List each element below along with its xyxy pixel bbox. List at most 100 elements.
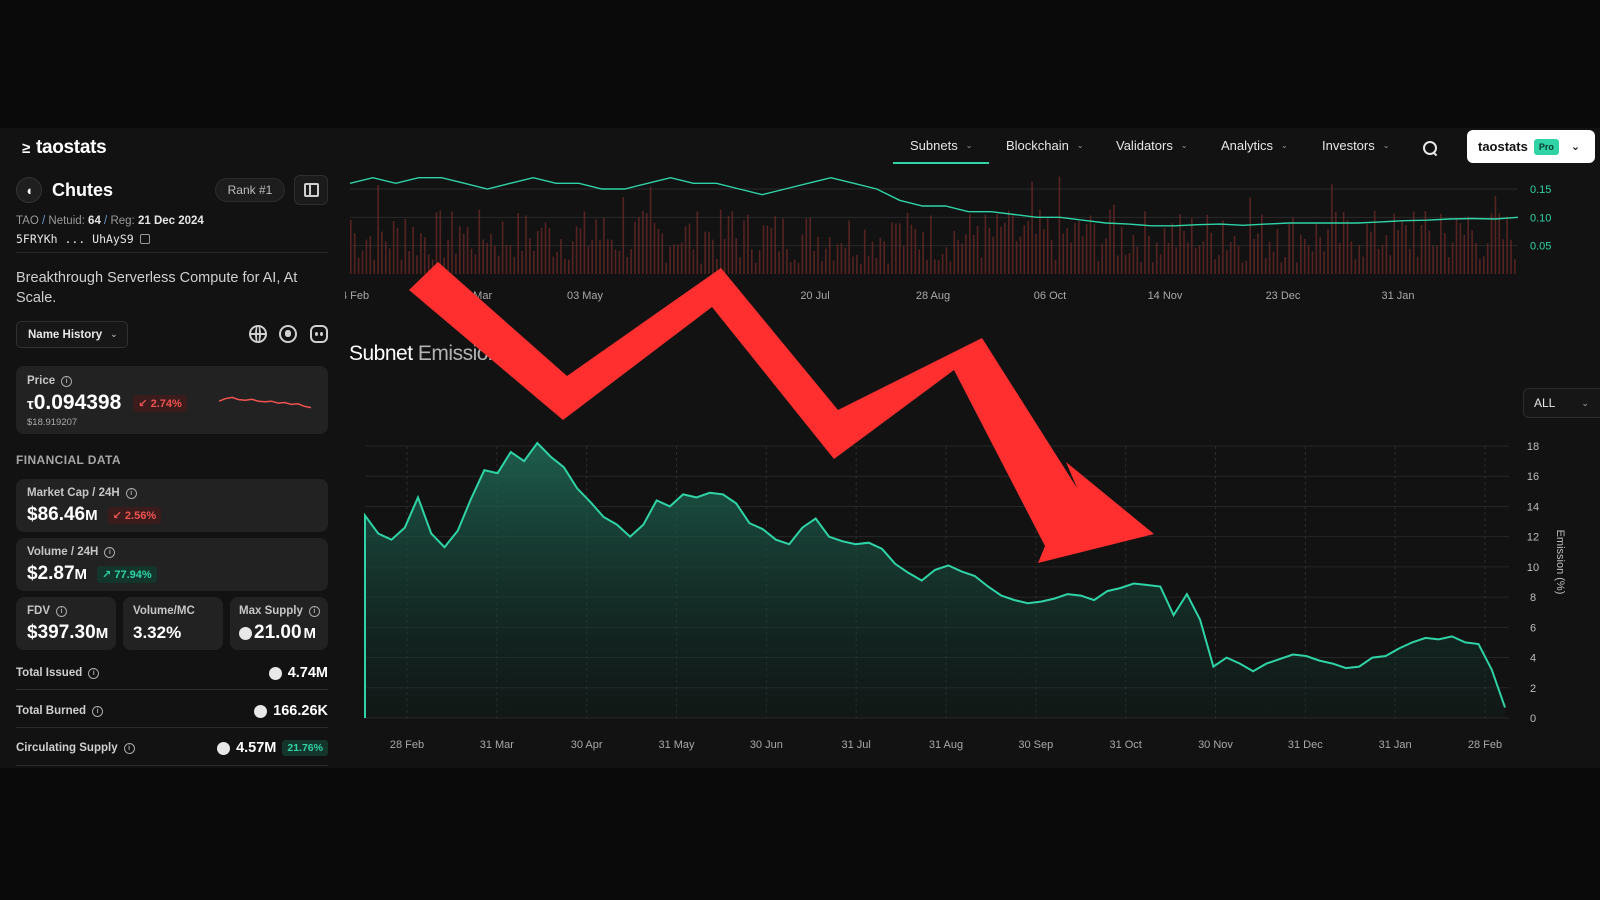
- volume-bar: [789, 261, 792, 274]
- panel-toggle-button[interactable]: [294, 175, 328, 205]
- emission-title: Subnet Emission: [349, 342, 500, 366]
- nav-analytics[interactable]: Analytics ⌄: [1221, 138, 1288, 153]
- volume-bar: [914, 228, 917, 274]
- volume-bar: [1202, 241, 1205, 274]
- info-icon[interactable]: i: [125, 487, 137, 499]
- volume-bar: [607, 239, 609, 274]
- volume-bar: [1004, 222, 1006, 274]
- volume-bar: [1101, 243, 1103, 274]
- volume-bar: [782, 218, 784, 274]
- discord-icon[interactable]: [310, 325, 328, 343]
- y-tick-label: 14: [1527, 501, 1539, 513]
- volume-bar: [1105, 238, 1107, 274]
- volume-bar: [961, 243, 963, 274]
- volume-bar: [1455, 218, 1458, 274]
- volume-bar: [899, 223, 901, 274]
- volume-bar: [447, 239, 449, 274]
- nav-validators[interactable]: Validators ⌄: [1116, 138, 1188, 153]
- y-tick-label: 18: [1527, 441, 1539, 453]
- total-burned-row: Total Burned i 166.26K: [16, 700, 328, 722]
- search-icon[interactable]: [1422, 140, 1438, 156]
- range-select[interactable]: ALL ⌄: [1523, 388, 1600, 418]
- volume-bar: [1043, 229, 1045, 274]
- subnet-name: Chutes: [52, 179, 114, 200]
- total-burned-value: 166.26K: [273, 703, 328, 719]
- volume-bar: [1409, 248, 1411, 274]
- market-cap-change: 2.56%: [124, 509, 157, 522]
- volume-bar: [404, 219, 407, 274]
- volume-bar: [1331, 184, 1333, 274]
- volume-bar: [579, 228, 582, 274]
- max-supply-label-row: Max Supply i: [239, 605, 320, 617]
- volume-bar: [1171, 223, 1174, 274]
- info-icon[interactable]: i: [61, 375, 73, 387]
- volume-bar: [716, 259, 718, 274]
- volume-bar: [1393, 213, 1395, 274]
- volume-bar: [1432, 245, 1434, 274]
- nav-blockchain[interactable]: Blockchain ⌄: [1006, 138, 1084, 153]
- volume-bar: [529, 238, 531, 274]
- info-icon[interactable]: i: [92, 705, 104, 717]
- name-history-dropdown[interactable]: Name History ⌄: [16, 321, 128, 348]
- emission-chart[interactable]: 18 16 14 12 10 8 6 4 2 0 28 Feb 31 Mar 30 Apr 31 May 3…: [345, 428, 1600, 768]
- emission-title-bold: Subnet: [349, 342, 413, 365]
- volume-bar: [420, 233, 422, 274]
- volume-bar: [1362, 256, 1364, 274]
- nav-investors[interactable]: Investors ⌄: [1322, 138, 1389, 153]
- volume-bar: [1451, 242, 1454, 274]
- network-name: TAO: [16, 215, 39, 227]
- copy-icon[interactable]: [139, 234, 150, 244]
- volume-bar: [809, 217, 811, 274]
- tao-coin-icon: [239, 626, 252, 640]
- github-icon[interactable]: [279, 325, 297, 343]
- volume-bar: [1046, 218, 1049, 274]
- volume-bar: [1296, 262, 1298, 274]
- volume-bar: [797, 262, 800, 274]
- volume-bar: [443, 257, 445, 274]
- account-menu-button[interactable]: taostats Pro ⌄: [1467, 130, 1595, 163]
- market-cap-unit: M: [85, 507, 98, 524]
- volume-bar: [1233, 236, 1236, 274]
- volume-bar: [891, 222, 893, 274]
- volume-bar: [902, 245, 905, 274]
- info-icon[interactable]: i: [56, 605, 67, 617]
- x-tick-label: 20 Jul: [800, 290, 829, 302]
- reg-label: Reg:: [110, 215, 135, 227]
- volume-bar: [1183, 231, 1185, 274]
- volume-bar: [1498, 213, 1501, 274]
- y-tick-label: 4: [1530, 653, 1536, 665]
- volume-bar: [587, 246, 590, 274]
- info-icon[interactable]: i: [104, 546, 116, 558]
- x-tick-label: 30 Jun: [750, 739, 783, 751]
- sidebar-toggle-icon: [303, 183, 319, 197]
- volume-bar: [969, 214, 971, 274]
- chevron-down-icon: ⌄: [110, 329, 118, 339]
- circulating-value-row: 4.57M 21.76%: [217, 740, 328, 756]
- taostats-logo[interactable]: ≥ taostats: [22, 137, 107, 159]
- volume-bar: [723, 238, 726, 274]
- volume-bar: [778, 251, 780, 274]
- volume-bar: [626, 256, 628, 274]
- info-icon[interactable]: i: [308, 605, 320, 617]
- globe-icon[interactable]: [249, 325, 267, 343]
- volume-mc-card: Volume/MC 3.32%: [123, 597, 223, 650]
- info-icon[interactable]: i: [123, 742, 135, 754]
- volume-bar: [517, 213, 519, 274]
- market-cap-value-row: $86.46M ↙ 2.56%: [27, 504, 162, 526]
- x-tick-label: 4 Feb: [345, 290, 369, 302]
- x-tick-label: 28 Aug: [916, 290, 950, 302]
- x-tick-label: 23 Dec: [1266, 290, 1301, 302]
- info-icon[interactable]: i: [88, 667, 100, 679]
- volume-bar: [988, 227, 991, 274]
- nav-subnets[interactable]: Subnets ⌄: [910, 138, 972, 153]
- subnet-description: Breakthrough Serverless Compute for AI, …: [16, 270, 298, 306]
- volume-bar: [992, 236, 994, 274]
- volume-number: $2.87: [27, 563, 75, 584]
- owner-hotkey[interactable]: 5FRYKh ... UhAyS9: [16, 232, 150, 246]
- volume-bar: [739, 257, 741, 274]
- price-volume-chart[interactable]: 0.15 0.10 0.05 4 Feb 31 Mar 03 May 20 Jul 28 Au…: [345, 172, 1595, 307]
- volume-bar: [439, 210, 442, 274]
- volume-bar: [863, 229, 866, 274]
- volume-bar: [848, 220, 850, 274]
- circulating-value: 4.57M: [236, 740, 277, 756]
